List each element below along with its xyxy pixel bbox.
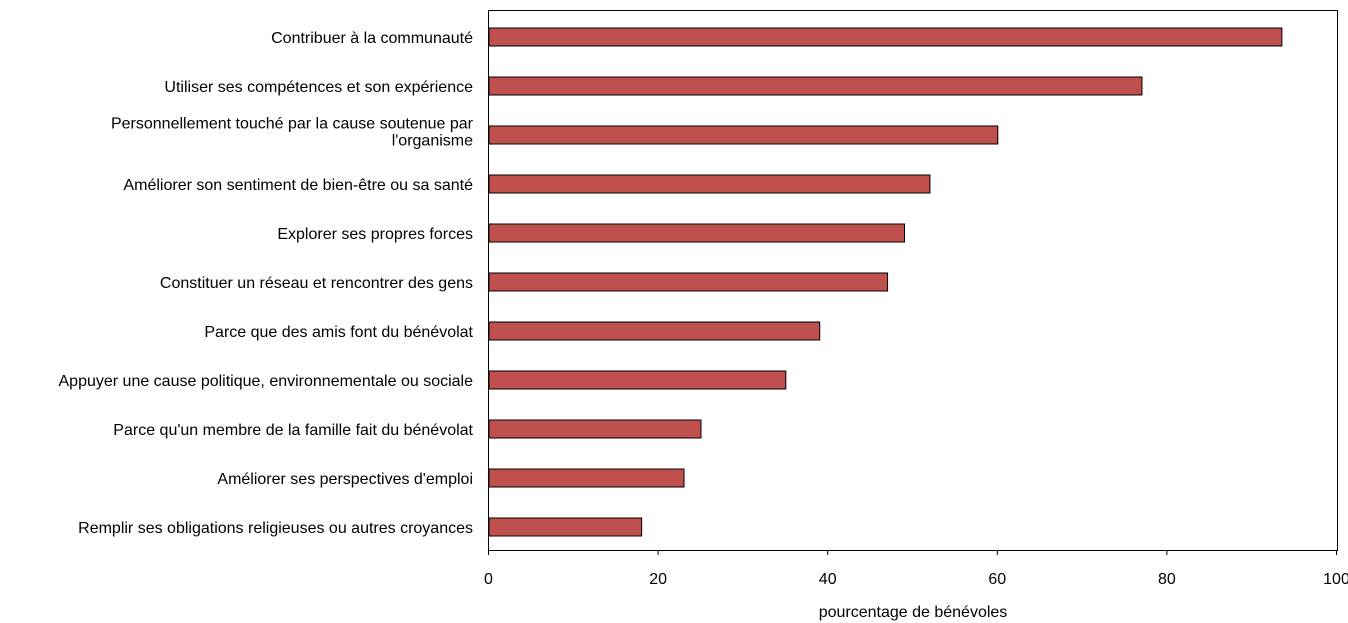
bar-3 — [488, 125, 999, 145]
y-axis-labels: Contribuer à la communauté Utiliser ses c… — [59, 30, 474, 537]
category-label: Améliorer son sentiment de bien-être ou … — [123, 177, 473, 194]
x-tick-label: 0 — [484, 571, 493, 588]
category-label: Constituer un réseau et rencontrer des g… — [160, 275, 473, 292]
bar-11 — [488, 517, 643, 537]
category-label: Explorer ses propres forces — [277, 226, 473, 243]
category-label: Appuyer une cause politique, environneme… — [59, 373, 474, 390]
bar-9 — [488, 419, 702, 439]
x-tick-label: 40 — [819, 571, 837, 588]
category-label: l'organisme — [392, 133, 473, 150]
category-label: Parce qu'un membre de la famille fait du… — [113, 422, 473, 439]
x-axis-title: pourcentage de bénévoles — [819, 604, 1008, 621]
bar-7 — [488, 321, 821, 341]
category-label: Améliorer ses perspectives d'emploi — [217, 471, 473, 488]
bar-1 — [488, 27, 1283, 47]
bar-5 — [488, 223, 906, 243]
bar-4 — [488, 174, 931, 194]
category-label: Personnellement touché par la cause sout… — [111, 116, 474, 133]
x-axis: 0 20 40 60 80 100 — [484, 550, 1348, 588]
bar-10 — [488, 468, 685, 488]
category-label: Parce que des amis font du bénévolat — [204, 324, 473, 341]
category-label: Contribuer à la communauté — [271, 30, 473, 47]
category-label: Utiliser ses compétences et son expérien… — [164, 79, 473, 96]
bar-6 — [488, 272, 889, 292]
plot-area-frame — [488, 10, 1338, 551]
bar-2 — [488, 76, 1143, 96]
x-tick-label: 20 — [649, 571, 667, 588]
x-tick-label: 80 — [1158, 571, 1176, 588]
category-label: Remplir ses obligations religieuses ou a… — [78, 520, 473, 537]
bars-layer — [488, 27, 1283, 537]
x-tick-label: 100 — [1323, 571, 1348, 588]
x-tick-label: 60 — [988, 571, 1006, 588]
bar-8 — [488, 370, 787, 390]
